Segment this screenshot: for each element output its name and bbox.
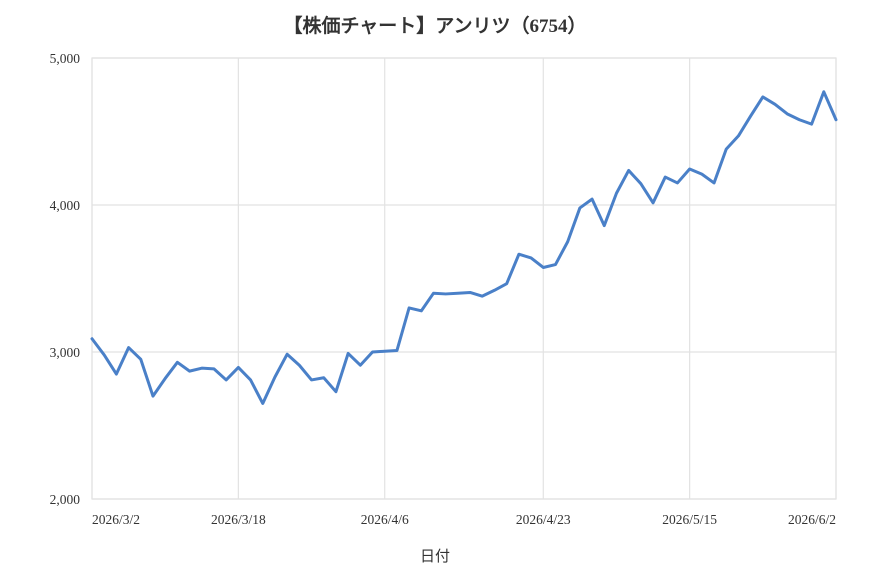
chart-title: 【株価チャート】アンリツ（6754） bbox=[283, 14, 586, 37]
x-tick-label: 2026/6/2 bbox=[788, 512, 836, 527]
x-tick-label: 2026/3/2 bbox=[92, 512, 140, 527]
y-tick-label: 2,000 bbox=[50, 492, 81, 507]
plot-frame bbox=[91, 57, 837, 500]
grid-lines bbox=[91, 57, 837, 500]
x-tick-label: 2026/3/18 bbox=[211, 512, 266, 527]
series-layer bbox=[90, 90, 838, 405]
y-tick-label: 3,000 bbox=[50, 345, 81, 360]
x-tick-label: 2026/5/15 bbox=[662, 512, 717, 527]
y-axis-ticks: 2,000 3,000 4,000 5,000 bbox=[50, 51, 81, 507]
price-series-line bbox=[90, 90, 838, 405]
x-axis-ticks: 2026/3/2 2026/3/18 2026/4/6 2026/4/23 2026/5… bbox=[92, 512, 836, 527]
y-tick-label: 4,000 bbox=[50, 198, 81, 213]
x-tick-label: 2026/4/23 bbox=[516, 512, 571, 527]
x-axis-label: 日付 bbox=[420, 548, 450, 565]
x-tick-label: 2026/4/6 bbox=[361, 512, 409, 527]
y-tick-label: 5,000 bbox=[50, 51, 81, 66]
